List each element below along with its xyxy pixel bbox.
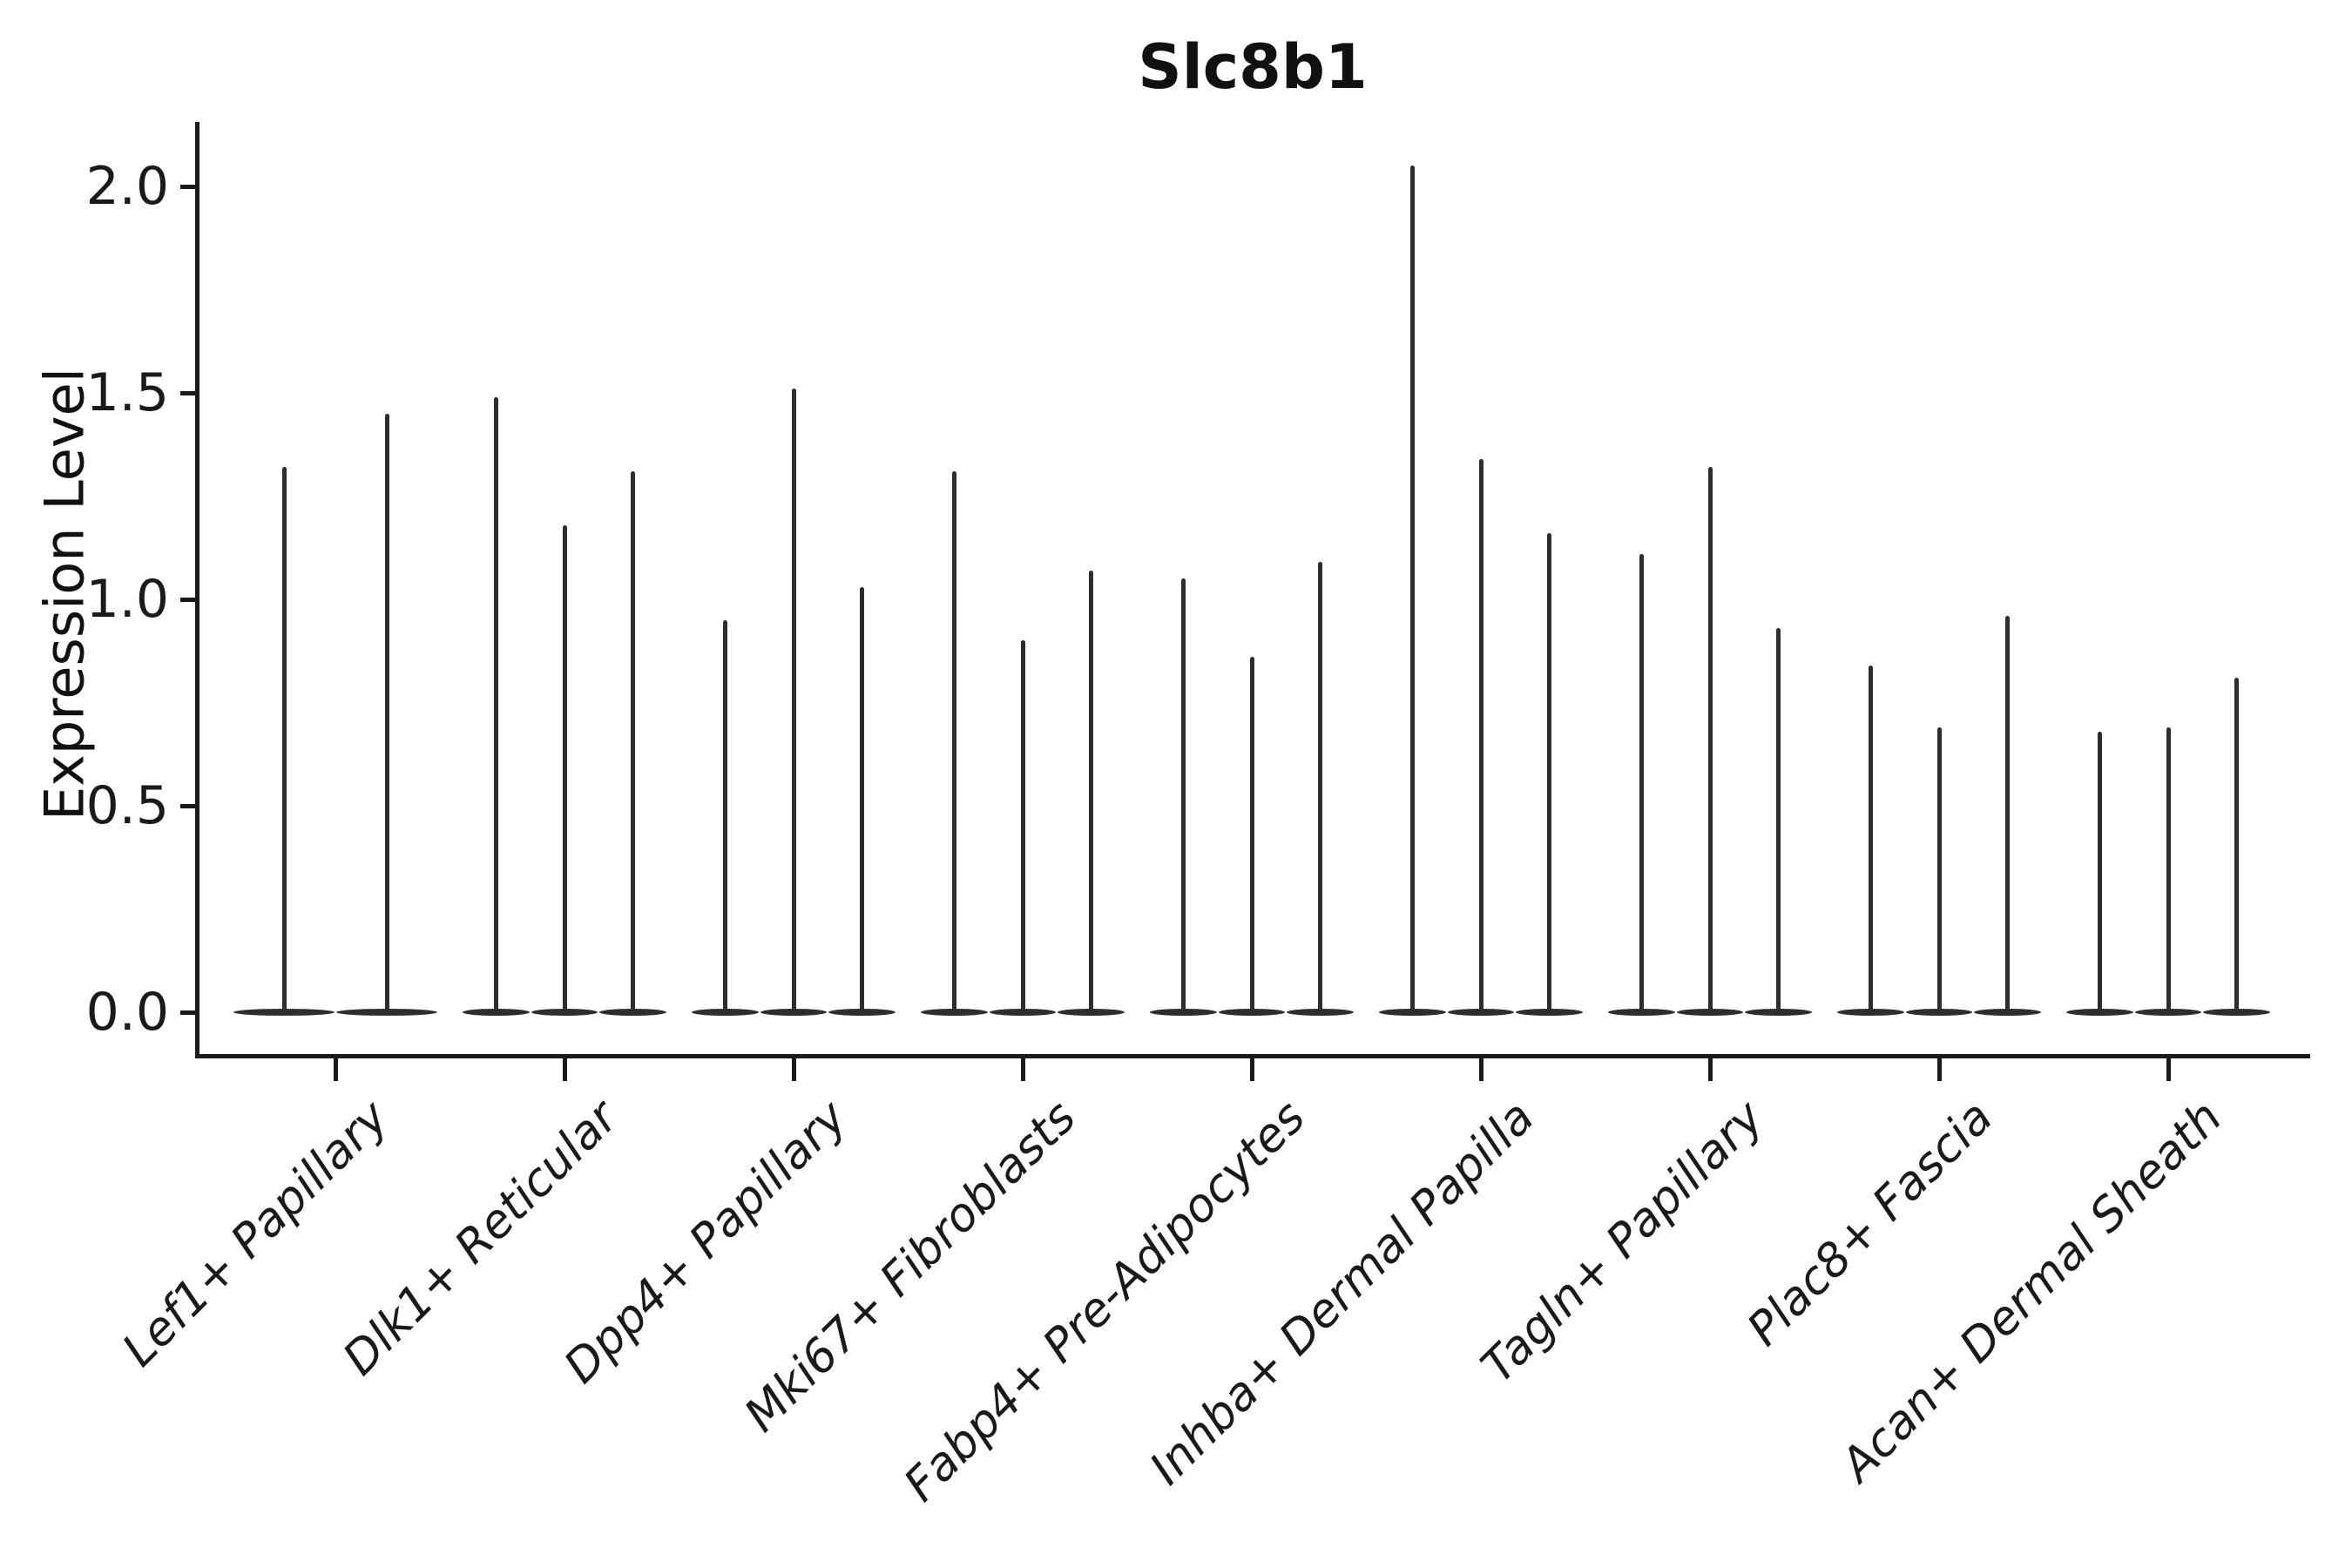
x-tick-label: Acan+ Dermal Sheath — [1830, 1091, 2233, 1492]
violin-spike — [2005, 615, 2011, 1015]
y-tick — [180, 1010, 196, 1015]
violin-spike — [1478, 458, 1484, 1015]
y-tick — [180, 390, 196, 395]
x-tick — [791, 1058, 796, 1081]
violin-spike — [1639, 553, 1644, 1015]
violin-spike — [1547, 533, 1552, 1015]
chart-title: Slc8b1 — [1138, 31, 1368, 103]
x-tick — [1020, 1058, 1025, 1081]
y-axis-spine — [195, 122, 199, 1058]
y-tick — [180, 803, 196, 808]
violin-spike — [1249, 657, 1254, 1015]
x-tick — [562, 1058, 567, 1081]
violin-spike — [493, 396, 498, 1015]
violin-spike — [1020, 640, 1025, 1015]
violin-spike — [1409, 166, 1415, 1015]
violin-spike — [2166, 727, 2171, 1015]
violin-spike — [1936, 727, 1942, 1015]
y-tick-label: 0.0 — [85, 982, 169, 1043]
y-tick-label: 0.5 — [85, 775, 169, 836]
violin-spike — [1868, 665, 1873, 1015]
y-tick — [180, 184, 196, 189]
violin-spike — [631, 471, 636, 1015]
x-tick — [2166, 1058, 2171, 1081]
x-tick — [333, 1058, 338, 1081]
y-tick-label: 2.0 — [85, 156, 169, 217]
x-axis-spine — [195, 1054, 2310, 1058]
violin-spike — [2097, 731, 2102, 1015]
violin-spike — [860, 586, 865, 1015]
x-tick — [1478, 1058, 1484, 1081]
violin-spike — [562, 524, 567, 1015]
violin-spike — [384, 413, 389, 1015]
violin-spike — [951, 471, 956, 1015]
violin-spike — [1318, 562, 1323, 1015]
x-tick — [1707, 1058, 1713, 1081]
violin-spike — [2234, 678, 2240, 1015]
x-tick-label: Fabp4+ Pre-Adipocytes — [894, 1091, 1316, 1512]
x-tick — [1936, 1058, 1942, 1081]
violin-spike — [791, 389, 796, 1015]
y-tick-label: 1.5 — [85, 362, 169, 423]
violin-spike — [281, 467, 287, 1015]
violin-spike — [1180, 578, 1186, 1015]
y-tick-label: 1.0 — [85, 569, 169, 630]
x-tick — [1249, 1058, 1254, 1081]
violin-spike — [1707, 467, 1713, 1015]
y-tick — [180, 597, 196, 602]
x-tick-label: Inhba+ Dermal Papilla — [1139, 1091, 1545, 1496]
violin-spike — [1089, 570, 1094, 1015]
x-tick-label: Plac8+ Fascia — [1737, 1091, 2004, 1356]
violin-spike — [722, 619, 727, 1015]
violin-spike — [1776, 628, 1781, 1015]
